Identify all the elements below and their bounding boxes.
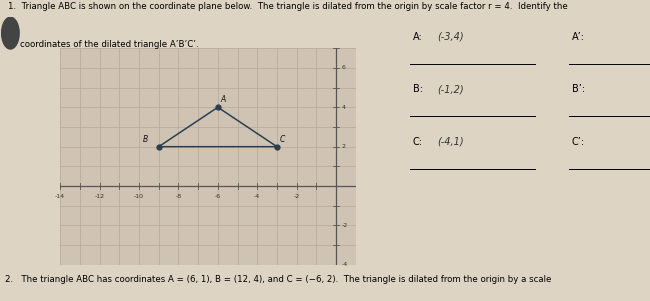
Text: C’:: C’: [572, 137, 585, 147]
Text: (-4,1): (-4,1) [437, 137, 464, 147]
Text: (-3,4): (-3,4) [437, 32, 464, 42]
Text: -4: -4 [342, 262, 348, 267]
Text: -2: -2 [342, 223, 348, 228]
Text: B’:: B’: [572, 84, 585, 94]
Text: A:: A: [413, 32, 422, 42]
Text: (-1,2): (-1,2) [437, 84, 464, 94]
Text: -10: -10 [134, 194, 144, 199]
Text: 2.   The triangle ABC has coordinates A = (6, 1), B = (12, 4), and C = (−6, 2). : 2. The triangle ABC has coordinates A = … [5, 275, 552, 284]
Text: coordinates of the dilated triangle A’B’C’.: coordinates of the dilated triangle A’B’… [20, 40, 198, 49]
Text: 1.  Triangle ABC is shown on the coordinate plane below.  The triangle is dilate: 1. Triangle ABC is shown on the coordina… [8, 2, 567, 11]
Text: 2: 2 [342, 144, 346, 149]
Text: A: A [221, 95, 226, 104]
Text: 6: 6 [342, 65, 346, 70]
Text: C: C [280, 135, 285, 144]
Text: B: B [143, 135, 148, 144]
Text: B:: B: [413, 84, 422, 94]
Text: -6: -6 [214, 194, 221, 199]
Text: C:: C: [413, 137, 422, 147]
Text: -4: -4 [254, 194, 261, 199]
Circle shape [2, 17, 19, 49]
Text: -14: -14 [55, 194, 65, 199]
Text: A’:: A’: [572, 32, 585, 42]
Text: -2: -2 [294, 194, 300, 199]
Text: -12: -12 [95, 194, 105, 199]
Text: 4: 4 [342, 105, 346, 110]
Text: -8: -8 [176, 194, 181, 199]
